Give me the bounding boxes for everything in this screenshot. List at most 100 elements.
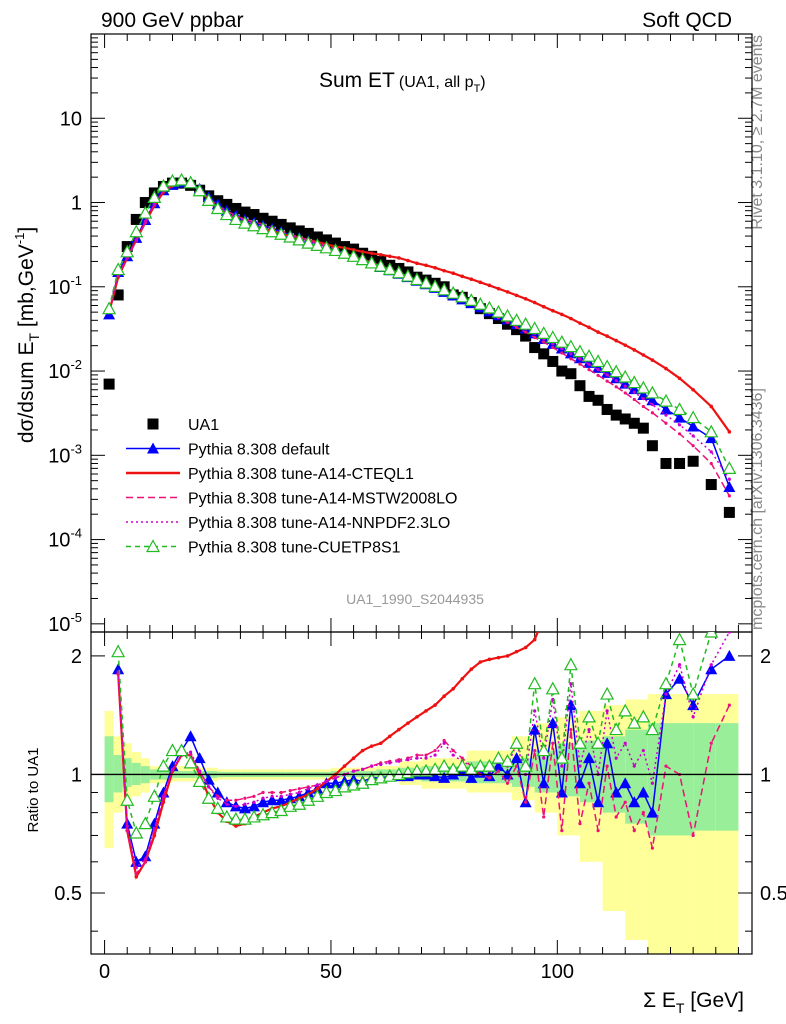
ratio-point [518, 758, 533, 772]
data-point [587, 362, 591, 366]
ratio-point [514, 764, 519, 768]
data-point [491, 304, 506, 318]
data-point [650, 358, 655, 362]
ratio-point [542, 815, 546, 819]
data-point [574, 380, 586, 392]
legend-entry: Pythia 8.308 tune-A14-MSTW2008LO [126, 491, 457, 508]
data-point [578, 321, 582, 325]
ratio-point [433, 703, 437, 707]
data-point [650, 402, 654, 407]
ratio-point [628, 796, 641, 808]
data-point [134, 238, 138, 242]
data-point [230, 202, 242, 214]
ratio-point [252, 794, 256, 798]
data-point [139, 214, 152, 226]
data-point [524, 330, 528, 334]
data-point [482, 300, 497, 314]
ratio-point [274, 803, 289, 817]
data-point [397, 256, 401, 260]
ratio-point [315, 783, 319, 787]
ratio-point [129, 825, 144, 839]
data-point [664, 421, 668, 425]
data-point [257, 212, 269, 224]
ratio-point [709, 519, 713, 523]
data-point [228, 212, 243, 226]
ratio-point [691, 527, 695, 531]
ratio-point [415, 753, 419, 757]
ratio-point [650, 846, 654, 850]
data-point [382, 262, 397, 275]
ratio-point [228, 811, 243, 825]
ratio-point [329, 777, 342, 789]
ratio-point [134, 874, 139, 879]
x-axis-label: Σ ET [GeV] [643, 989, 744, 1016]
ratio-point [491, 750, 506, 764]
ratio-point [388, 734, 392, 739]
data-point [578, 362, 582, 366]
data-point [578, 357, 582, 361]
legend-marker [145, 539, 161, 553]
analysis-watermark: UA1_1990_S2044935 [346, 591, 484, 607]
ratio-series-group [111, 519, 736, 880]
data-point [369, 251, 374, 256]
ratio-point [482, 758, 497, 772]
ratio-point [691, 715, 695, 719]
data-point [723, 506, 735, 518]
ratio-point [727, 632, 731, 634]
data-point [664, 366, 668, 371]
data-point [623, 343, 628, 347]
ratio-point [505, 781, 510, 785]
ratio-point [672, 632, 687, 646]
ratio-point [664, 764, 668, 768]
top-y-axis-label: dσ/dsum ET [mb,GeV-1] [12, 227, 42, 443]
ratio-point [270, 794, 274, 798]
ratio-point [397, 727, 401, 732]
data-point [614, 385, 618, 389]
data-point [614, 338, 618, 343]
ratio-point [609, 722, 624, 736]
ratio-point [369, 744, 374, 748]
ratio-point [632, 764, 636, 768]
ratio-point [505, 654, 510, 658]
ratio-point [210, 801, 225, 814]
data-point [406, 258, 410, 263]
data-point [275, 218, 287, 230]
ratio-point [143, 857, 147, 861]
data-point [415, 261, 419, 266]
ratio-point [201, 791, 216, 804]
data-point [705, 432, 718, 444]
data-point [592, 361, 605, 373]
ratio-point [252, 800, 256, 804]
ratio-point [198, 769, 202, 773]
ratio-point [120, 792, 135, 806]
ratio-point [658, 676, 673, 690]
data-point [292, 232, 307, 246]
ratio-point [270, 790, 274, 795]
data-point [533, 335, 537, 340]
data-point [722, 461, 737, 474]
ratio-point [573, 777, 586, 789]
data-point [596, 330, 600, 334]
data-point [320, 234, 332, 246]
ratio-point [627, 715, 642, 729]
ratio-point [415, 756, 419, 760]
data-point [691, 444, 695, 448]
data-point [727, 477, 731, 481]
ratio-point [496, 769, 501, 773]
data-point [455, 289, 470, 303]
data-point [705, 479, 717, 491]
legend-label: Pythia 8.308 tune-A14-MSTW2008LO [188, 491, 457, 508]
ratio-point [727, 703, 731, 707]
data-point [727, 494, 731, 498]
data-point [605, 379, 609, 383]
data-point [583, 390, 595, 402]
data-point [623, 391, 627, 395]
y-tick-label: 10-4 [48, 526, 82, 552]
data-point [102, 301, 117, 315]
ratio-point [437, 758, 452, 772]
data-point [609, 364, 624, 378]
ratio-point [678, 536, 682, 540]
ratio-point [705, 663, 718, 675]
data-point [518, 316, 533, 330]
